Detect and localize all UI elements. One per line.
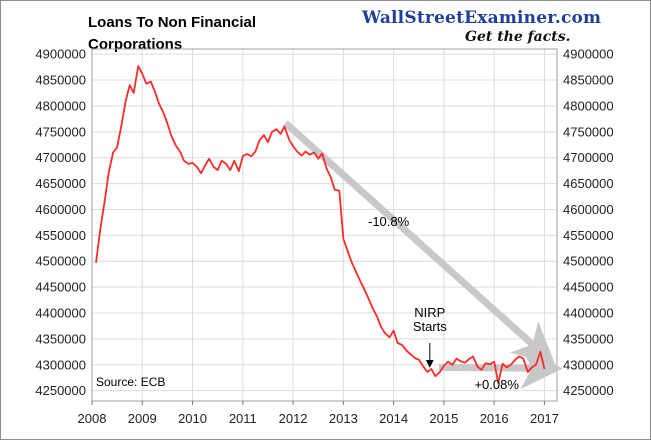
x-tick-label: 2016 <box>480 411 509 426</box>
y-tick-label-right: 4500000 <box>563 254 614 269</box>
trend-arrow <box>438 347 563 390</box>
x-tick-label: 2009 <box>128 411 157 426</box>
y-tick-label-left: 4600000 <box>35 202 86 217</box>
source-label: Source: ECB <box>96 375 165 389</box>
loans-series-line <box>95 65 546 384</box>
y-tick-label-right: 4750000 <box>563 124 614 139</box>
y-tick-label-right: 4900000 <box>563 47 614 62</box>
plot-area-border <box>91 48 558 402</box>
y-tick-label-left: 4500000 <box>35 254 86 269</box>
y-tick-label-right: 4700000 <box>563 150 614 165</box>
y-tick-label-left: 4400000 <box>35 306 86 321</box>
x-tick-label: 2011 <box>229 411 257 426</box>
y-tick-label-left: 4300000 <box>35 357 86 372</box>
y-tick-label-left: 4900000 <box>35 47 86 62</box>
y-tick-label-left: 4350000 <box>35 331 86 346</box>
y-tick-label-right: 4800000 <box>563 98 614 113</box>
y-tick-label-right: 4400000 <box>563 306 614 321</box>
annotation-label: -10.8% <box>368 214 410 229</box>
y-tick-label-right: 4650000 <box>563 176 614 191</box>
y-tick-label-left: 4850000 <box>35 73 86 88</box>
y-tick-label-right: 4250000 <box>563 383 614 398</box>
x-tick-label: 2017 <box>530 411 559 426</box>
y-tick-label-left: 4700000 <box>35 150 86 165</box>
x-tick-label: 2010 <box>178 411 207 426</box>
brand-tagline: Get the facts. <box>465 29 571 45</box>
x-tick-label: 2015 <box>429 411 458 426</box>
y-tick-label-right: 4600000 <box>563 202 614 217</box>
chart-title-line-1: Loans To Non Financial <box>88 14 257 31</box>
y-tick-label-left: 4450000 <box>35 280 86 295</box>
trend-arrow <box>283 120 556 366</box>
y-tick-label-right: 4450000 <box>563 280 614 295</box>
x-tick-label: 2014 <box>379 411 408 426</box>
y-tick-label-right: 4300000 <box>563 357 614 372</box>
annotation-label: Starts <box>413 319 447 334</box>
annotation-label: NIRP <box>414 305 445 320</box>
y-tick-label-left: 4550000 <box>35 228 86 243</box>
y-tick-label-left: 4800000 <box>35 98 86 113</box>
y-tick-label-right: 4550000 <box>563 228 614 243</box>
series-lines <box>95 65 546 384</box>
y-tick-label-left: 4250000 <box>35 383 86 398</box>
axis-ticks: 4250000 4250000 4300000 4300000 4350000 43500… <box>35 47 613 426</box>
y-tick-label-left: 4650000 <box>35 176 86 191</box>
x-tick-label: 2013 <box>329 411 358 426</box>
y-tick-label-right: 4850000 <box>563 73 614 88</box>
x-tick-label: 2008 <box>78 411 107 426</box>
x-tick-label: 2012 <box>279 411 308 426</box>
y-tick-label-left: 4750000 <box>35 124 86 139</box>
annotation-label: +0.08% <box>474 377 519 392</box>
gridlines <box>91 49 557 401</box>
brand-name: WallStreetExaminer.com <box>362 8 602 28</box>
y-tick-label-right: 4350000 <box>563 331 614 346</box>
